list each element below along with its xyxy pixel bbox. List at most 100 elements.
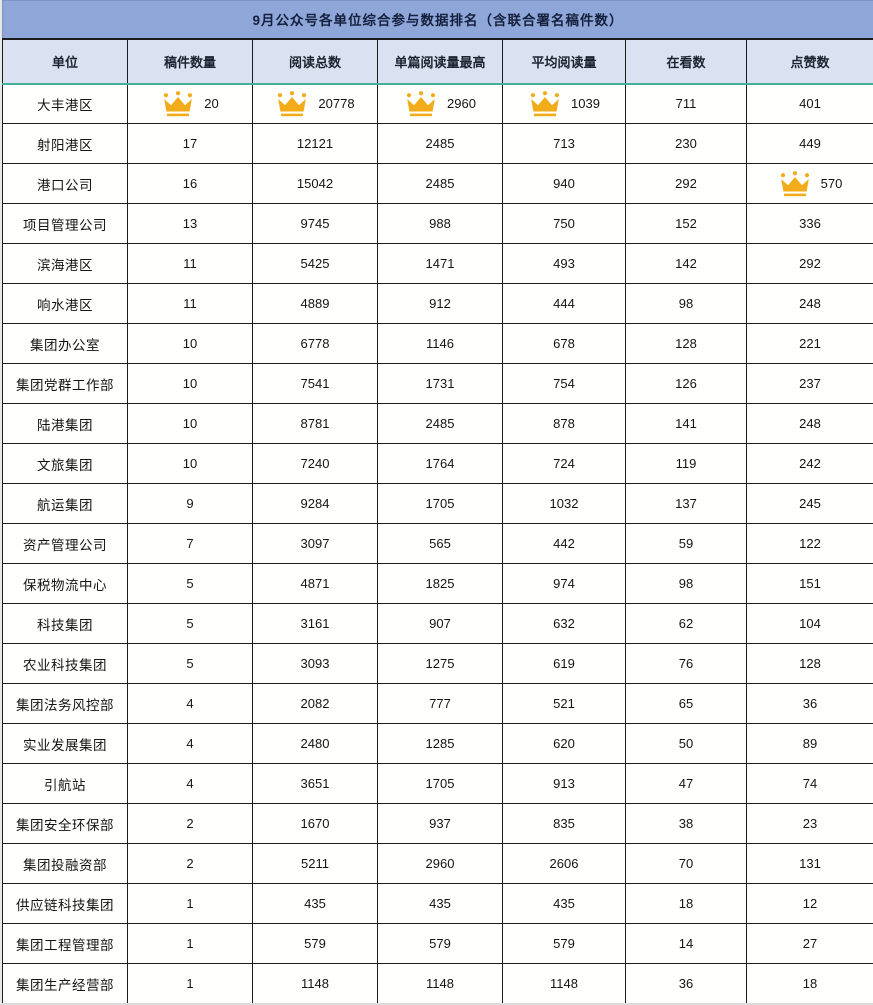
value-cell: 131 [745, 843, 873, 884]
cell-value: 435 [553, 896, 575, 911]
table-row: 农业科技集团 5 3093 1275 619 76 128 [2, 643, 873, 684]
cell-value: 1471 [425, 256, 455, 271]
value-cell: 1705 [377, 483, 503, 524]
cell-value: 4889 [300, 296, 330, 311]
cell-value: 444 [553, 296, 575, 311]
column-header-total-reads: 阅读总数 [252, 38, 378, 85]
value-cell: 2485 [377, 163, 503, 204]
crown-icon [528, 90, 562, 118]
cell-value: 11 [183, 256, 197, 271]
value-cell: 137 [625, 483, 747, 524]
cell-value: 248 [799, 416, 821, 431]
value-cell: 74 [745, 763, 873, 804]
value-cell: 913 [502, 763, 626, 804]
cell-value: 2082 [300, 696, 330, 711]
value-cell: 937 [377, 803, 503, 844]
value-cell: 2960 [377, 843, 503, 884]
value-cell: 620 [502, 723, 626, 764]
value-cell: 10 [127, 443, 253, 484]
cell-value: 9745 [300, 216, 330, 231]
value-cell: 65 [625, 683, 747, 724]
value-cell: 70 [625, 843, 747, 884]
value-cell: 907 [377, 603, 503, 644]
cell-value: 137 [675, 496, 697, 511]
value-cell: 1032 [502, 483, 626, 524]
value-cell: 151 [745, 563, 873, 604]
cell-value: 151 [799, 576, 821, 591]
value-cell: 11 [127, 283, 253, 324]
value-cell: 442 [502, 523, 626, 564]
cell-value: 14 [678, 936, 694, 951]
cell-value: 142 [675, 256, 697, 271]
value-cell: 619 [502, 643, 626, 684]
value-cell: 59 [625, 523, 747, 564]
value-cell: 912 [377, 283, 503, 324]
table-title: 9月公众号各单位综合参与数据排名（含联合署名稿件数） [2, 0, 873, 40]
cell-value: 913 [553, 776, 575, 791]
value-cell: 8781 [252, 403, 378, 444]
value-cell: 1039 [502, 83, 626, 124]
cell-value: 2485 [425, 136, 455, 151]
cell-value: 401 [799, 96, 821, 112]
value-cell: 2485 [377, 123, 503, 164]
unit-cell: 集团法务风控部 [2, 683, 128, 724]
cell-value: 3651 [300, 776, 330, 791]
cell-value: 435 [304, 896, 326, 911]
value-cell: 15042 [252, 163, 378, 204]
unit-cell: 实业发展集团 [2, 723, 128, 764]
value-cell: 493 [502, 243, 626, 284]
cell-value: 678 [553, 336, 575, 351]
value-cell: 1471 [377, 243, 503, 284]
value-cell: 449 [745, 123, 873, 164]
column-header-unit: 单位 [2, 38, 128, 85]
table-row: 集团法务风控部 4 2082 777 521 65 36 [2, 683, 873, 724]
value-cell: 711 [625, 83, 747, 124]
table-row: 文旅集团 10 7240 1764 724 119 242 [2, 443, 873, 484]
cell-value: 5 [186, 616, 194, 631]
value-cell: 579 [252, 923, 378, 964]
cell-value: 724 [553, 456, 575, 471]
value-cell: 10 [127, 403, 253, 444]
value-cell: 878 [502, 403, 626, 444]
unit-cell: 集团生产经营部 [2, 963, 128, 1003]
column-header-avg-reads: 平均阅读量 [502, 38, 626, 85]
cell-value: 1705 [425, 496, 455, 511]
cell-value: 221 [799, 336, 821, 351]
title-row: 9月公众号各单位综合参与数据排名（含联合署名稿件数） [2, 0, 873, 40]
table-row: 保税物流中心 5 4871 1825 974 98 151 [2, 563, 873, 604]
value-cell: 7 [127, 523, 253, 564]
value-cell: 38 [625, 803, 747, 844]
value-cell: 10 [127, 363, 253, 404]
cell-value: 1 [186, 896, 194, 911]
cell-value: 292 [799, 256, 821, 271]
unit-cell: 文旅集团 [2, 443, 128, 484]
cell-value: 1275 [425, 656, 455, 671]
cell-value: 13 [182, 216, 198, 231]
cell-value: 835 [553, 816, 575, 831]
cell-value: 36 [802, 696, 818, 711]
value-cell: 2960 [377, 83, 503, 124]
cell-value: 98 [678, 296, 694, 311]
cell-value: 292 [675, 176, 697, 191]
cell-value: 711 [675, 96, 697, 112]
value-cell: 89 [745, 723, 873, 764]
cell-value: 3161 [300, 616, 330, 631]
table-row: 港口公司 16 15042 2485 940 292 570 [2, 163, 873, 204]
cell-value: 5211 [301, 856, 329, 871]
value-cell: 237 [745, 363, 873, 404]
cell-value: 47 [678, 776, 694, 791]
value-cell: 336 [745, 203, 873, 244]
value-cell: 713 [502, 123, 626, 164]
cell-value: 1148 [550, 976, 578, 991]
value-cell: 2082 [252, 683, 378, 724]
value-cell: 10 [127, 323, 253, 364]
value-cell: 1 [127, 923, 253, 964]
value-cell: 777 [377, 683, 503, 724]
value-cell: 50 [625, 723, 747, 764]
cell-value: 8781 [300, 416, 330, 431]
value-cell: 7240 [252, 443, 378, 484]
crown-icon [161, 90, 195, 118]
cell-value: 10 [182, 376, 198, 391]
